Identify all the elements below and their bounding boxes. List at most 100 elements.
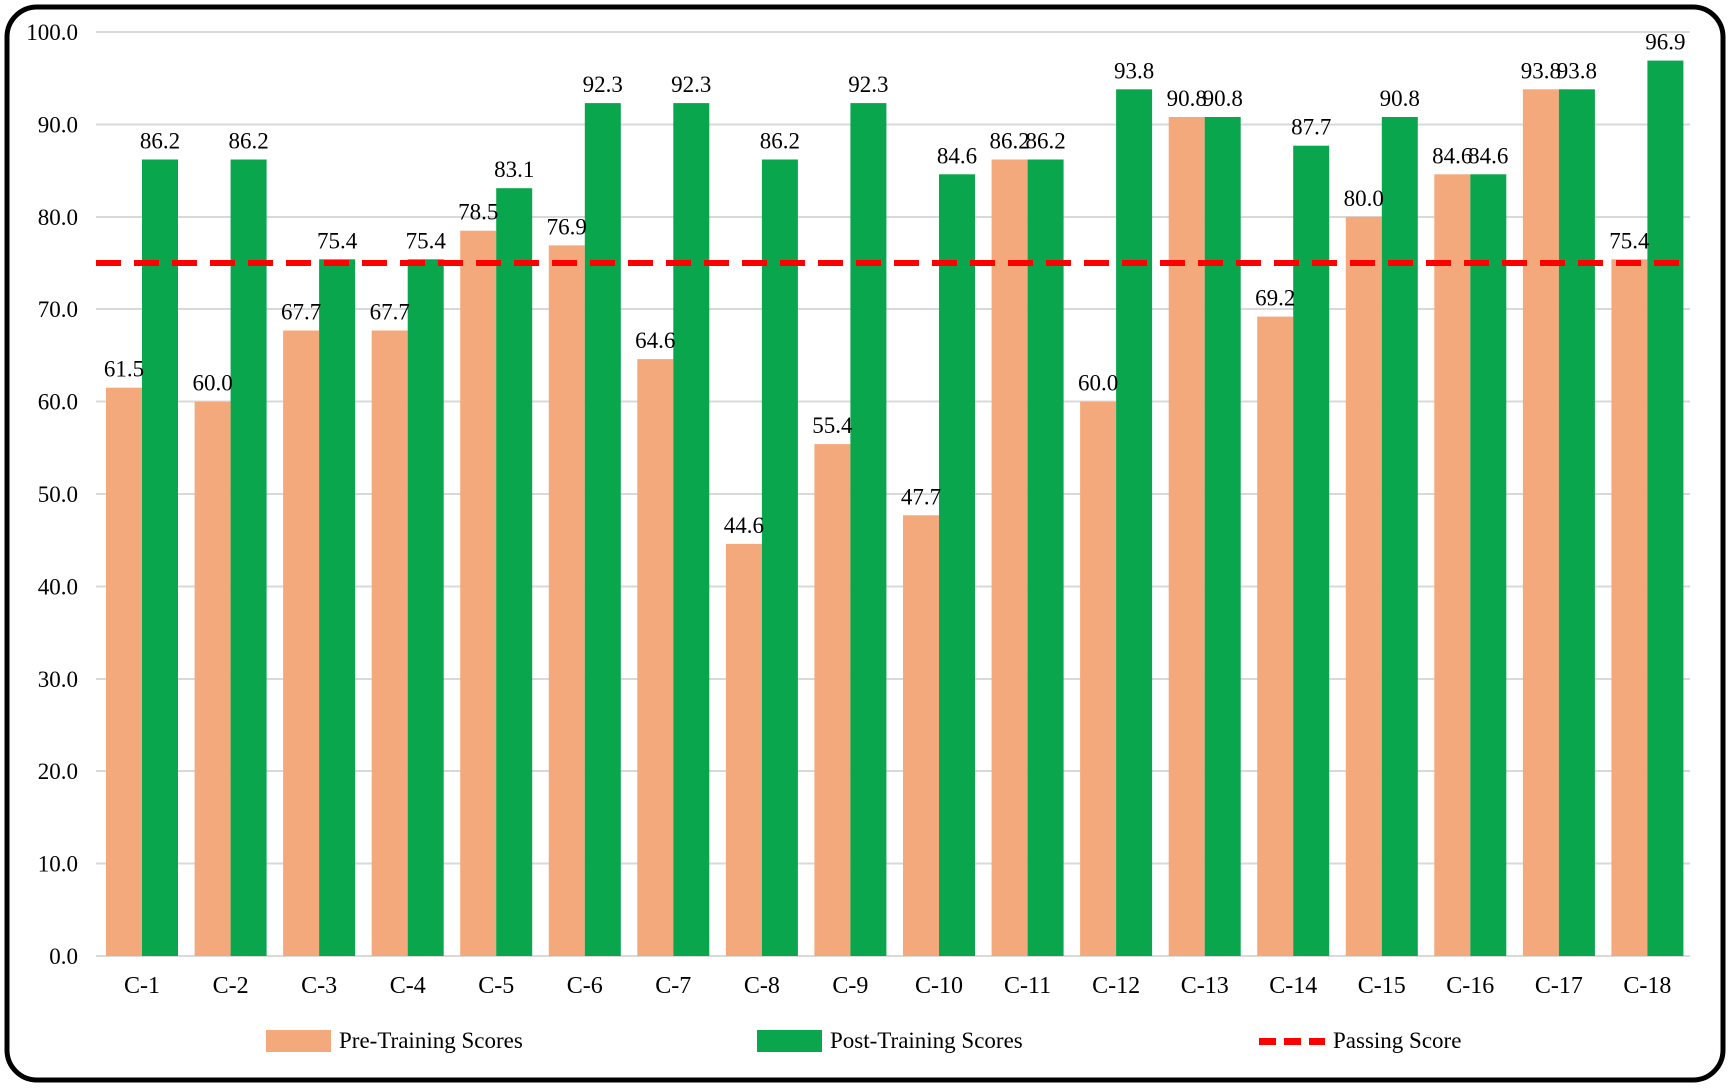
chart-frame — [4, 4, 1726, 1083]
bar-value-label: 90.8 — [1380, 86, 1420, 111]
bar-value-label: 86.2 — [989, 129, 1029, 154]
bar-value-label: 60.0 — [192, 371, 232, 396]
pre-training-swatch-icon — [266, 1030, 331, 1052]
x-axis-category-label: C-5 — [478, 973, 514, 999]
bar-value-label: 86.2 — [228, 129, 268, 154]
bar-pre-training — [371, 330, 408, 956]
x-axis-category-label: C-16 — [1446, 973, 1494, 999]
bar-post-training — [1116, 89, 1153, 957]
bar-pre-training — [1257, 316, 1294, 957]
x-axis-category-label: C-17 — [1535, 973, 1583, 999]
grid-layer: 0.0 10.0 20.0 30.0 40.0 50.0 60.0 70.0 80.0 90.0 1… — [26, 20, 1690, 969]
x-axis-category-label: C-12 — [1092, 973, 1140, 999]
bar-pre-training — [637, 359, 674, 957]
bar-post-training — [1204, 117, 1241, 956]
bar-value-label: 92.3 — [583, 72, 623, 97]
x-axis-category-label: C-10 — [915, 973, 963, 999]
bar-post-training — [850, 103, 887, 957]
bar-post-training — [407, 259, 444, 956]
bar-pre-training — [1611, 259, 1648, 956]
x-axis-category-label: C-18 — [1623, 973, 1671, 999]
bar-pre-training — [1522, 89, 1559, 957]
bar-post-training — [1293, 145, 1330, 956]
bar-pre-training — [1345, 216, 1382, 957]
bar-pre-training — [725, 543, 762, 956]
x-axis-category-label: C-14 — [1269, 973, 1317, 999]
y-axis-tick-label: 10.0 — [38, 852, 78, 877]
bar-pre-training — [283, 330, 320, 956]
bar-pre-training — [106, 387, 142, 956]
bar-value-label: 67.7 — [370, 300, 410, 325]
bar-value-label: 60.0 — [1078, 371, 1118, 396]
bar-value-label: 84.6 — [937, 143, 977, 168]
y-axis-tick-label: 80.0 — [38, 205, 78, 230]
bar-value-label: 90.8 — [1203, 86, 1243, 111]
bar-pre-training — [1434, 174, 1471, 957]
y-axis-tick-label: 30.0 — [38, 667, 78, 692]
x-axis-category-label: C-7 — [655, 973, 691, 999]
x-axis-category-label: C-4 — [390, 973, 426, 999]
x-axis-category-label: C-1 — [124, 973, 160, 999]
bar-post-training — [230, 159, 267, 956]
y-axis-tick-label: 100.0 — [26, 20, 78, 45]
passing-score-dash-icon — [1259, 1037, 1325, 1045]
y-axis-tick-label: 0.0 — [49, 944, 78, 969]
bar-value-label: 90.8 — [1167, 86, 1207, 111]
bar-post-training — [673, 103, 710, 957]
bar-pre-training — [903, 515, 939, 956]
value-labels-layer: 61.5 86.2 C-1 60.0 86.2 C-2 67.7 75.4 C-3 67.7 75.… — [104, 30, 1686, 999]
legend-label-pre-training: Pre-Training Scores — [339, 1028, 523, 1053]
y-axis-tick-label: 60.0 — [38, 390, 78, 415]
legend-label-post-training: Post-Training Scores — [830, 1028, 1023, 1053]
legend-item-passing-score: Passing Score — [1259, 1028, 1461, 1054]
bar-value-label: 75.4 — [317, 228, 358, 253]
bar-pre-training — [194, 401, 231, 957]
bar-value-label: 61.5 — [104, 357, 144, 382]
x-axis-category-label: C-3 — [301, 973, 337, 999]
bar-pre-training — [548, 245, 585, 956]
bar-post-training — [1381, 117, 1418, 956]
bar-value-label: 87.7 — [1291, 115, 1331, 140]
bar-value-label: 64.6 — [635, 328, 675, 353]
bars-layer — [106, 60, 1684, 957]
bar-value-label: 93.8 — [1557, 58, 1597, 83]
bar-post-training — [584, 103, 621, 957]
bar-post-training — [319, 259, 356, 956]
bar-value-label: 86.2 — [760, 129, 800, 154]
bar-value-label: 47.7 — [901, 484, 941, 509]
post-training-swatch-icon — [757, 1030, 822, 1052]
x-axis-category-label: C-6 — [567, 973, 603, 999]
bar-post-training — [1027, 159, 1064, 956]
y-axis-tick-label: 20.0 — [38, 759, 78, 784]
bar-post-training — [496, 188, 533, 956]
bar-pre-training — [814, 444, 851, 956]
bar-pre-training — [1080, 401, 1117, 957]
bar-pre-training — [1168, 117, 1205, 956]
bar-pre-training — [991, 159, 1028, 956]
bar-value-label: 86.2 — [1025, 129, 1065, 154]
chart-legend: Pre-Training Scores Post-Training Scores… — [0, 1028, 1730, 1062]
bar-value-label: 75.4 — [406, 228, 447, 253]
legend-label-passing-score: Passing Score — [1333, 1028, 1462, 1053]
bar-value-label: 55.4 — [812, 413, 853, 438]
bar-value-label: 69.2 — [1255, 286, 1295, 311]
bar-value-label: 84.6 — [1468, 143, 1508, 168]
bar-value-label: 67.7 — [281, 300, 321, 325]
legend-item-post-training: Post-Training Scores — [757, 1028, 1023, 1054]
bar-value-label: 84.6 — [1432, 143, 1472, 168]
y-axis-tick-label: 70.0 — [38, 297, 78, 322]
y-axis-tick-label: 40.0 — [38, 574, 78, 599]
y-axis-tick-label: 50.0 — [38, 482, 78, 507]
x-axis-category-label: C-8 — [744, 973, 780, 999]
bar-post-training — [142, 159, 178, 956]
bar-value-label: 76.9 — [547, 214, 587, 239]
bar-value-label: 75.4 — [1609, 228, 1650, 253]
bar-value-label: 96.9 — [1645, 30, 1685, 55]
x-axis-category-label: C-2 — [213, 973, 249, 999]
legend-item-pre-training: Pre-Training Scores — [266, 1028, 523, 1054]
bar-post-training — [761, 159, 798, 956]
bar-value-label: 78.5 — [458, 200, 498, 225]
x-axis-category-label: C-9 — [832, 973, 868, 999]
